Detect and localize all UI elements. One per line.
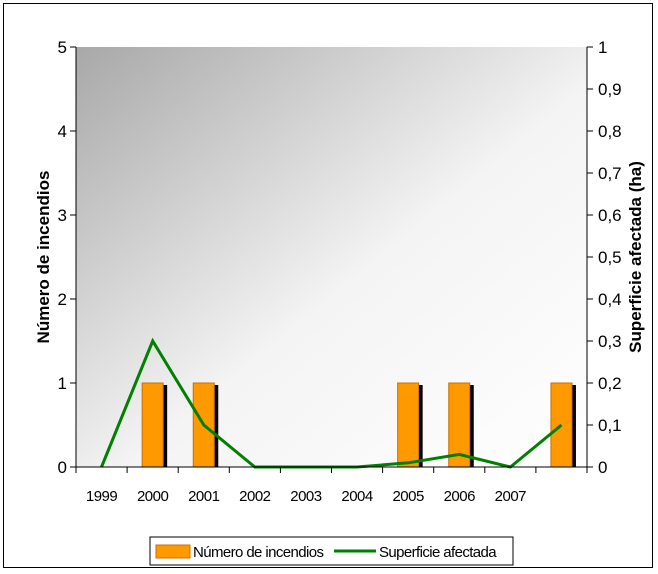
y-tick-label-right: 0,7 <box>598 164 622 183</box>
x-tick-label-2005: 2005 <box>392 488 424 505</box>
y-tick-label-left: 5 <box>58 38 67 57</box>
bar-shadow <box>418 385 423 467</box>
y-tick-label-left: 2 <box>58 290 67 309</box>
y-tick-label-right: 1 <box>598 38 607 57</box>
x-tick-label-2003: 2003 <box>290 488 322 505</box>
y-tick-label-right: 0,8 <box>598 122 622 141</box>
y-tick-label-right: 0,4 <box>598 290 622 309</box>
y-axis-title-left: Número de incendios <box>34 171 53 344</box>
x-tick-label-2002: 2002 <box>239 488 271 505</box>
x-tick-label-2000: 2000 <box>137 488 169 505</box>
x-tick-label-2007: 2007 <box>495 488 527 505</box>
y-tick-label-left: 1 <box>58 374 67 393</box>
x-tick-label-2001: 2001 <box>188 488 220 505</box>
x-tick-label-2006: 2006 <box>444 488 476 505</box>
y-tick-label-right: 0,1 <box>598 416 622 435</box>
x-tick-label-2004: 2004 <box>341 488 373 505</box>
y-axis-title-right: Superficie afectada (ha) <box>626 161 645 353</box>
bar-shadow <box>571 385 576 467</box>
legend-label-line: Superficie afectada <box>379 544 497 561</box>
bar-2005 <box>397 382 420 468</box>
legend-label-bar: Número de incendios <box>193 544 323 561</box>
bar-shadow <box>469 385 474 467</box>
chart-svg: 0 1 2 3 4 5 0 0,1 0,2 0,3 0,4 0,5 0,6 0,7 0,8 0,9 1 1999 2… <box>34 38 645 566</box>
bar-2000 <box>141 382 164 468</box>
x-tick-label-1999: 1999 <box>86 488 118 505</box>
y-tick-label-left: 4 <box>58 122 67 141</box>
bar-shadow <box>214 385 219 467</box>
y-tick-label-right: 0,6 <box>598 206 622 225</box>
chart-frame: 0 1 2 3 4 5 0 0,1 0,2 0,3 0,4 0,5 0,6 0,7 0,8 0,9 1 1999 2… <box>3 3 653 568</box>
legend-box <box>149 536 514 566</box>
y-tick-label-left: 0 <box>58 458 67 477</box>
y-tick-label-right: 0,2 <box>598 374 622 393</box>
y-tick-label-left: 3 <box>58 206 67 225</box>
y-tick-label-right: 0,5 <box>598 248 622 267</box>
bar-shadow <box>163 385 168 467</box>
y-tick-label-right: 0,9 <box>598 80 622 99</box>
y-tick-label-right: 0,3 <box>598 332 622 351</box>
legend-swatch-bar <box>155 544 191 559</box>
y-tick-label-right: 0 <box>598 458 607 477</box>
